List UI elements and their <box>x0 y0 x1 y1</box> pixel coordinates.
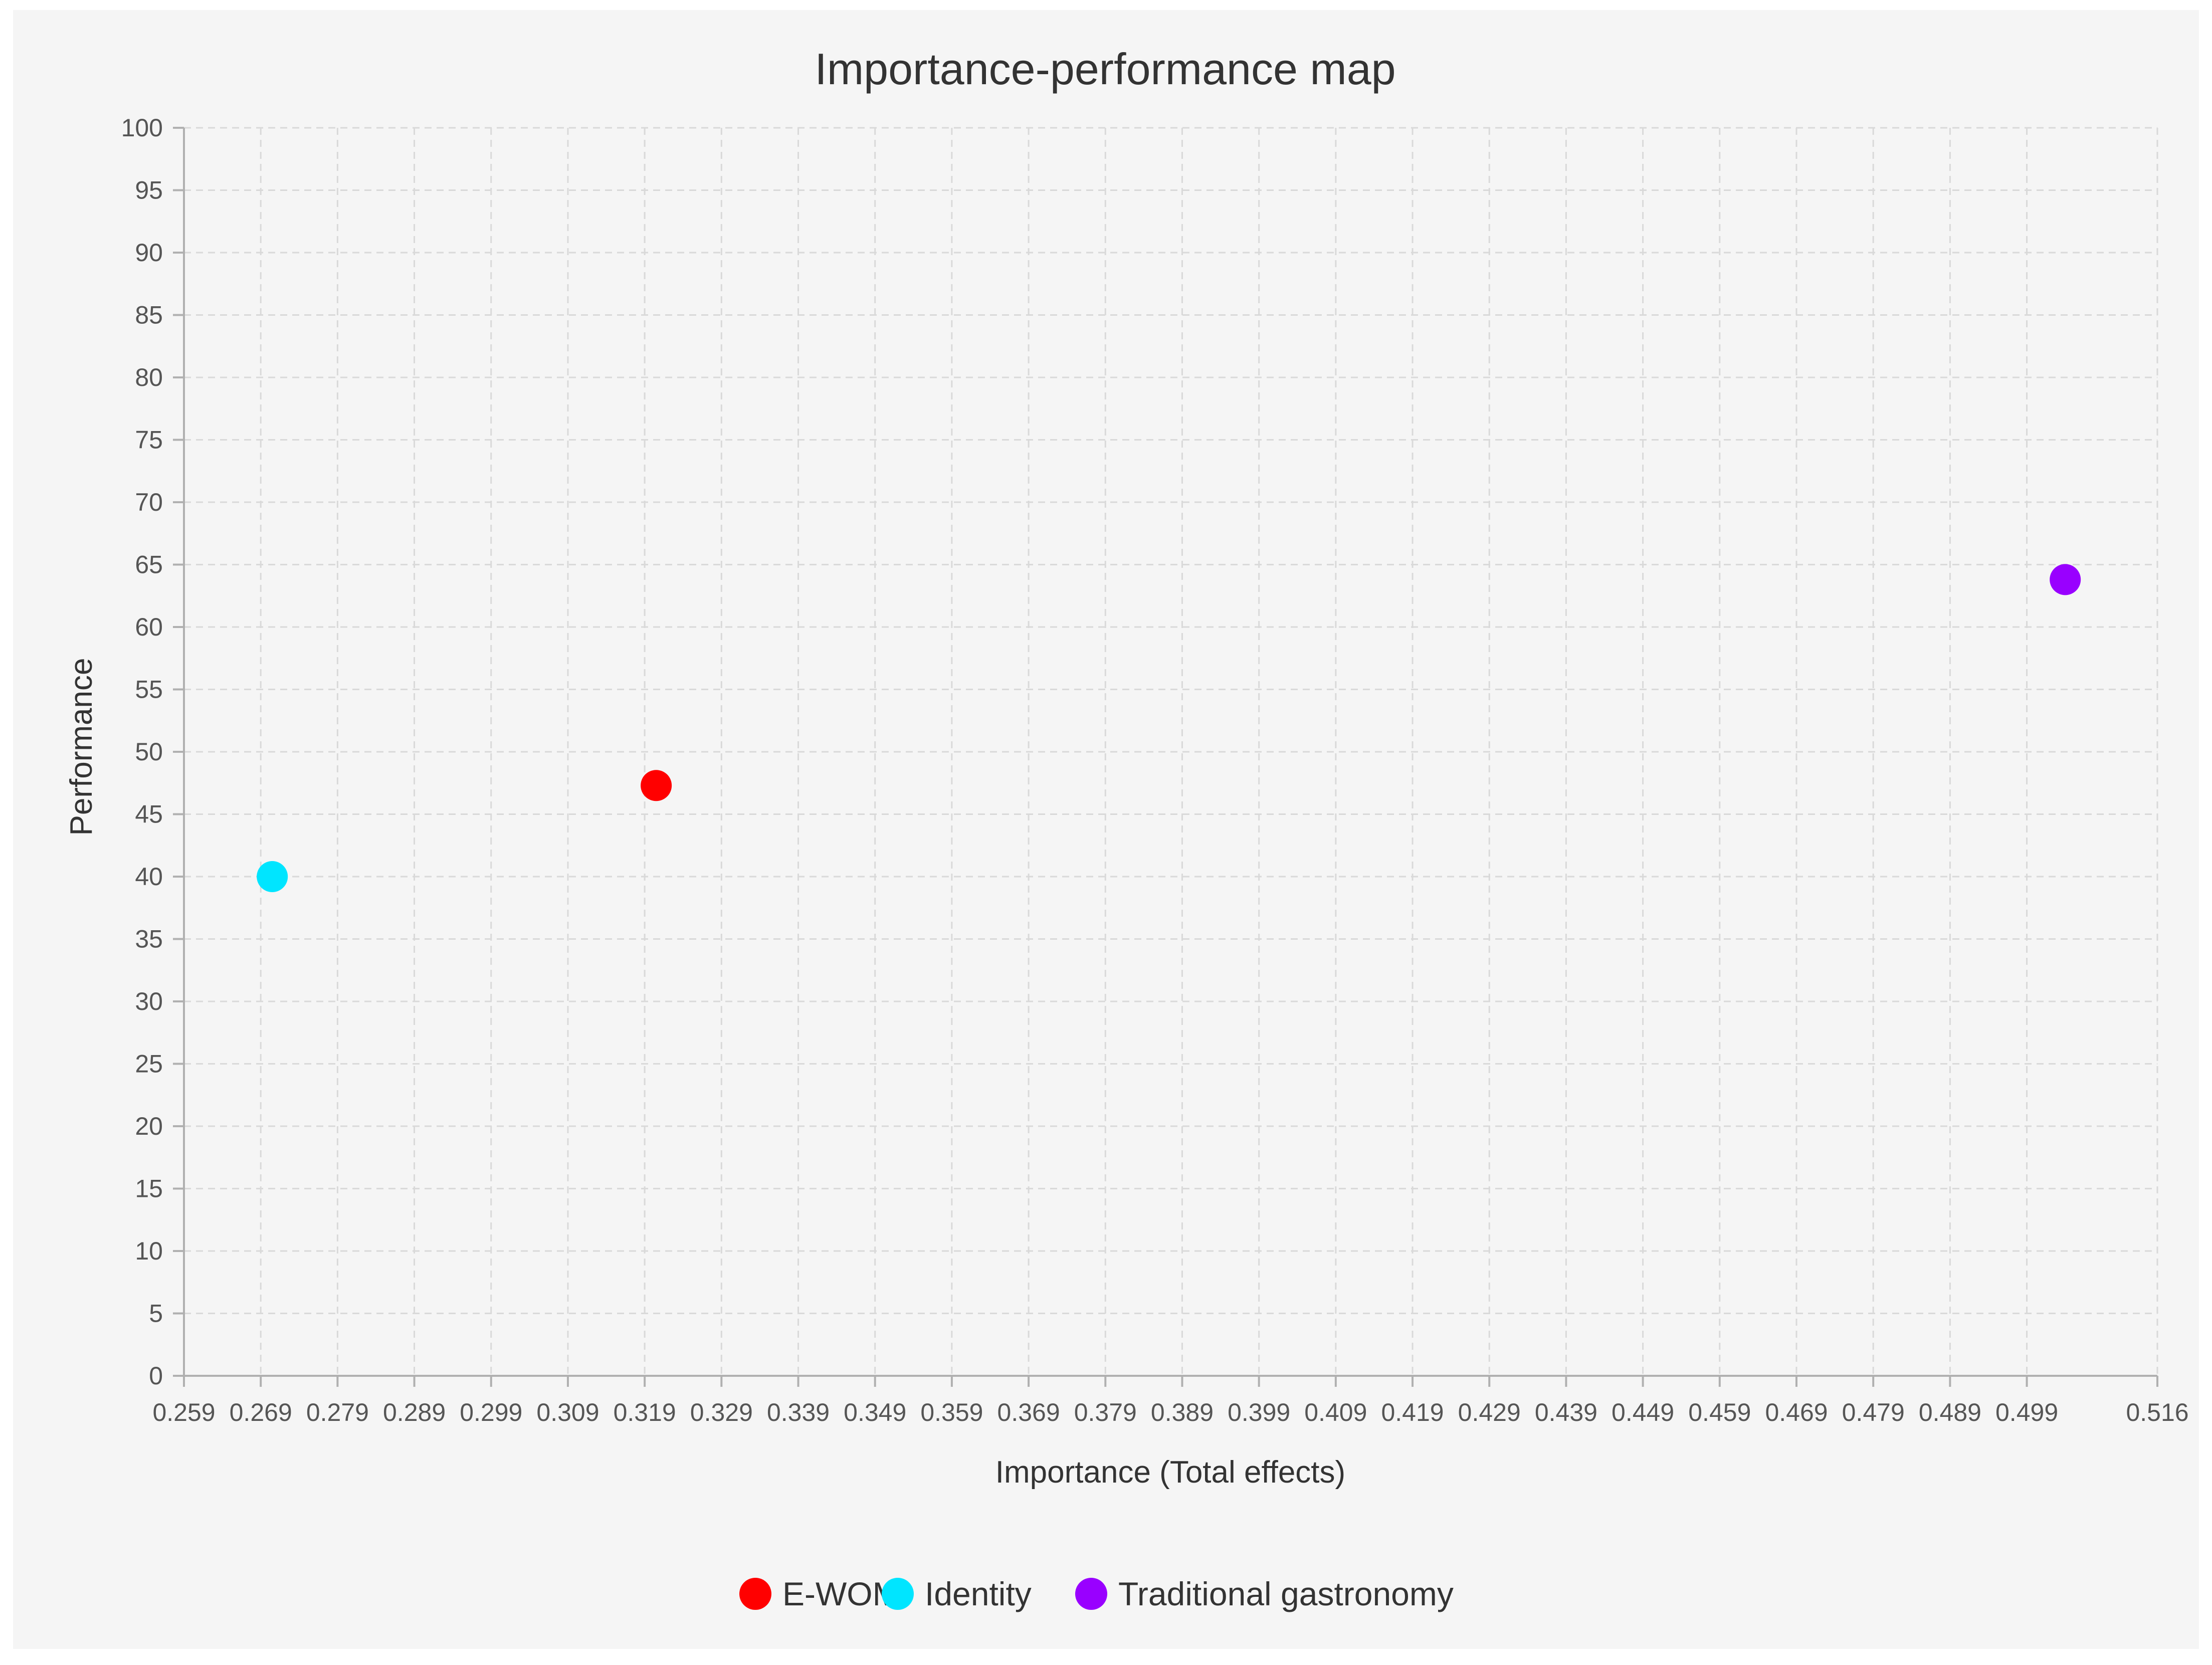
legend-label: Traditional gastronomy <box>1118 1575 1454 1612</box>
x-tick-label: 0.299 <box>460 1398 522 1426</box>
y-tick-label: 15 <box>135 1175 163 1203</box>
y-tick-label: 75 <box>135 426 163 454</box>
x-tick-label: 0.399 <box>1228 1398 1290 1426</box>
data-point[interactable] <box>641 770 672 801</box>
y-tick-label: 20 <box>135 1112 163 1140</box>
x-tick-label: 0.339 <box>767 1398 830 1426</box>
legend-marker <box>882 1578 914 1610</box>
y-tick-label: 40 <box>135 863 163 891</box>
legend: E-WOM Identity Traditional gastronomy <box>739 1575 1454 1612</box>
x-tick-label: 0.389 <box>1151 1398 1214 1426</box>
y-tick-label: 10 <box>135 1237 163 1265</box>
x-tick-label: 0.329 <box>690 1398 753 1426</box>
y-tick-label: 50 <box>135 738 163 766</box>
x-tick-label: 0.489 <box>1919 1398 1981 1426</box>
x-tick-label: 0.449 <box>1612 1398 1674 1426</box>
x-tick-label: 0.439 <box>1535 1398 1597 1426</box>
y-tick-label: 35 <box>135 925 163 953</box>
y-tick-label: 70 <box>135 488 163 516</box>
y-tick-labels: 0 5 10 15 20 25 30 35 40 45 50 55 60 65 70 75 80 85 90 95 10… <box>121 114 163 1390</box>
y-tick-label: 85 <box>135 301 163 329</box>
y-tick-label: 0 <box>149 1362 163 1390</box>
y-tick-label: 5 <box>149 1300 163 1328</box>
x-tick-label: 0.369 <box>997 1398 1060 1426</box>
x-tick-label: 0.379 <box>1074 1398 1137 1426</box>
y-tick-label: 100 <box>121 114 163 142</box>
y-axis-label: Performance <box>64 658 99 836</box>
data-points <box>257 564 2081 892</box>
data-point[interactable] <box>257 861 288 892</box>
y-tick-label: 95 <box>135 176 163 204</box>
x-tick-label: 0.349 <box>844 1398 906 1426</box>
legend-label: E-WOM <box>782 1575 900 1612</box>
x-tick-label: 0.419 <box>1381 1398 1444 1426</box>
x-axis-label: Importance (Total effects) <box>995 1455 1345 1490</box>
legend-marker <box>739 1578 771 1610</box>
y-tick-label: 55 <box>135 676 163 704</box>
x-tick-label: 0.516 <box>2126 1398 2188 1426</box>
chart-title: Importance-performance map <box>815 44 1395 94</box>
legend-marker <box>1075 1578 1107 1610</box>
y-tick-label: 65 <box>135 551 163 579</box>
x-tick-label: 0.269 <box>230 1398 292 1426</box>
y-tick-label: 30 <box>135 987 163 1015</box>
x-tick-label: 0.429 <box>1458 1398 1521 1426</box>
x-tick-label: 0.289 <box>383 1398 446 1426</box>
x-tick-label: 0.409 <box>1304 1398 1367 1426</box>
x-tick-label: 0.259 <box>152 1398 215 1426</box>
x-tick-label: 0.459 <box>1688 1398 1751 1426</box>
x-tick-label: 0.469 <box>1765 1398 1828 1426</box>
y-tick-label: 25 <box>135 1050 163 1078</box>
x-tick-label: 0.359 <box>920 1398 983 1426</box>
y-tick-label: 45 <box>135 800 163 828</box>
x-tick-label: 0.309 <box>536 1398 599 1426</box>
y-tick-label: 80 <box>135 363 163 391</box>
data-point[interactable] <box>2050 564 2081 595</box>
y-tick-label: 60 <box>135 613 163 641</box>
x-tick-label: 0.279 <box>306 1398 369 1426</box>
x-tick-label: 0.319 <box>614 1398 676 1426</box>
y-tick-label: 90 <box>135 239 163 267</box>
x-tick-label: 0.499 <box>1995 1398 2058 1426</box>
x-tick-label: 0.479 <box>1842 1398 1905 1426</box>
legend-label: Identity <box>925 1575 1032 1612</box>
axes-layer <box>173 127 2158 1387</box>
x-tick-labels: 0.259 0.269 0.279 0.289 0.299 0.309 0.319 0.329… <box>152 1398 2188 1426</box>
grid-layer <box>184 127 2158 1376</box>
